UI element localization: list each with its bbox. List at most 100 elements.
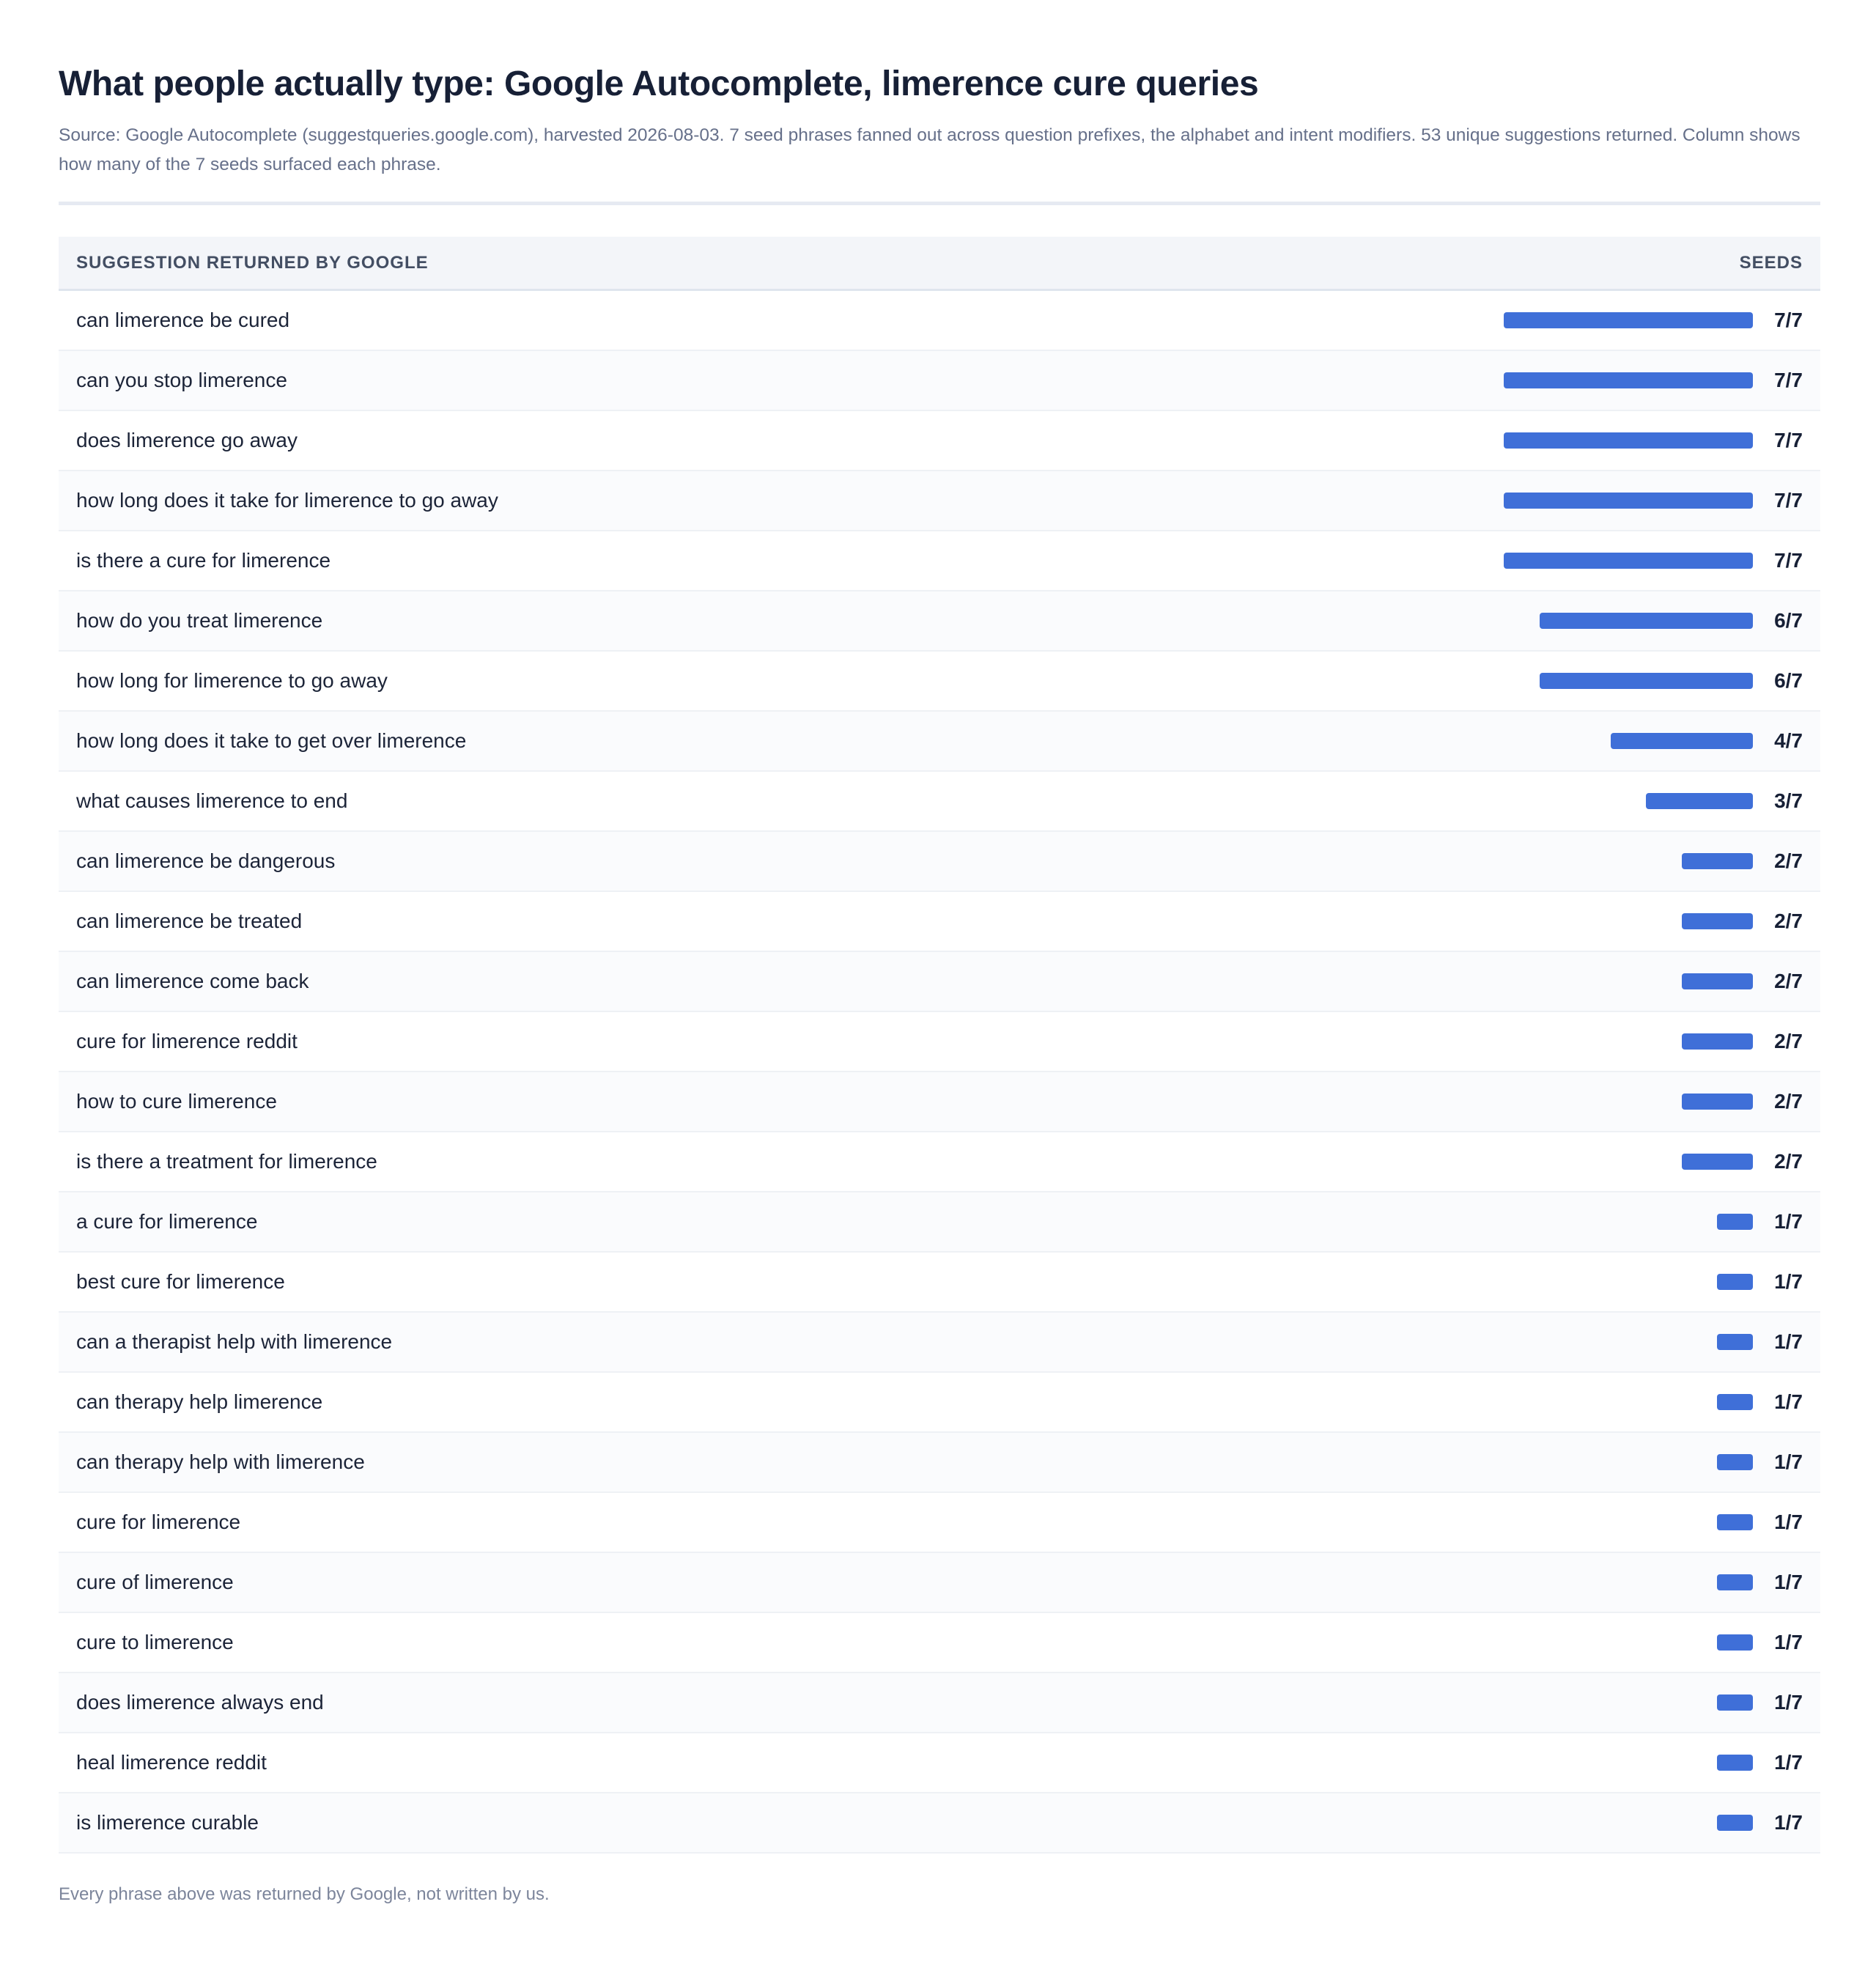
- table-row: cure for limerence reddit 2/7: [59, 1012, 1820, 1072]
- suggestion-text: can limerence come back: [76, 970, 309, 992]
- table-row: how to cure limerence 2/7: [59, 1072, 1820, 1132]
- seed-count-label: 1/7: [1774, 1811, 1803, 1834]
- seed-count-bar: [1540, 673, 1753, 689]
- seeds-cell: 1/7: [1717, 1270, 1803, 1294]
- seed-count-bar: [1611, 733, 1753, 749]
- suggestion-text: how long for limerence to go away: [76, 669, 388, 692]
- seeds-cell: 6/7: [1540, 609, 1803, 633]
- seed-count-bar: [1717, 1394, 1753, 1410]
- seed-count-bar: [1682, 973, 1753, 989]
- suggestion-text: how do you treat limerence: [76, 609, 323, 632]
- seed-count-bar: [1504, 493, 1753, 509]
- suggestion-text: does limerence go away: [76, 429, 298, 451]
- suggestion-text: heal limerence reddit: [76, 1751, 267, 1774]
- suggestion-text: how long does it take for limerence to g…: [76, 489, 498, 512]
- seed-count-label: 1/7: [1774, 1571, 1803, 1593]
- seed-count-bar: [1504, 312, 1753, 328]
- table-row: can limerence be treated 2/7: [59, 892, 1820, 952]
- suggestion-text: how long does it take to get over limere…: [76, 729, 467, 752]
- divider: [59, 202, 1820, 205]
- table-row: is there a cure for limerence 7/7: [59, 531, 1820, 591]
- seed-count-label: 7/7: [1774, 549, 1803, 572]
- seed-count-label: 1/7: [1774, 1691, 1803, 1714]
- seed-count-label: 1/7: [1774, 1450, 1803, 1473]
- page-title: What people actually type: Google Autoco…: [59, 64, 1259, 103]
- table-row: what causes limerence to end 3/7: [59, 772, 1820, 832]
- table-row: can you stop limerence 7/7: [59, 351, 1820, 411]
- seeds-cell: 1/7: [1717, 1811, 1803, 1834]
- seed-count-bar: [1717, 1514, 1753, 1530]
- suggestion-text: a cure for limerence: [76, 1210, 258, 1233]
- seed-count-label: 1/7: [1774, 1390, 1803, 1413]
- seed-count-label: 2/7: [1774, 910, 1803, 932]
- table-row: how long for limerence to go away 6/7: [59, 652, 1820, 712]
- table-row: can limerence be cured 7/7: [59, 291, 1820, 351]
- seed-count-bar: [1717, 1274, 1753, 1290]
- suggestion-text: can limerence be treated: [76, 910, 303, 932]
- table-row: how long does it take for limerence to g…: [59, 471, 1820, 531]
- seeds-cell: 7/7: [1504, 489, 1803, 512]
- suggestion-text: best cure for limerence: [76, 1270, 285, 1293]
- table-row: can therapy help with limerence 1/7: [59, 1433, 1820, 1493]
- seeds-cell: 2/7: [1682, 1030, 1803, 1053]
- seeds-cell: 7/7: [1504, 309, 1803, 332]
- column-header-seeds: SEEDS: [1739, 252, 1803, 273]
- suggestion-text: does limerence always end: [76, 1691, 324, 1714]
- seed-count-label: 4/7: [1774, 729, 1803, 752]
- suggestion-text: can limerence be dangerous: [76, 849, 336, 872]
- seeds-cell: 2/7: [1682, 849, 1803, 873]
- table-row: cure for limerence 1/7: [59, 1493, 1820, 1553]
- suggestion-text: how to cure limerence: [76, 1090, 277, 1113]
- seed-count-bar: [1717, 1214, 1753, 1230]
- suggestion-text: can therapy help limerence: [76, 1390, 323, 1413]
- seed-count-bar: [1646, 793, 1753, 809]
- seed-count-bar: [1540, 613, 1753, 629]
- seed-count-bar: [1682, 913, 1753, 929]
- seeds-cell: 7/7: [1504, 549, 1803, 572]
- table-row: a cure for limerence 1/7: [59, 1192, 1820, 1253]
- suggestion-text: can limerence be cured: [76, 309, 290, 331]
- seed-count-bar: [1504, 372, 1753, 388]
- page-subtitle: Source: Google Autocomplete (suggestquer…: [59, 125, 1801, 174]
- seed-count-label: 2/7: [1774, 970, 1803, 992]
- seeds-cell: 1/7: [1717, 1210, 1803, 1233]
- column-header-suggestion: SUGGESTION RETURNED BY GOOGLE: [76, 252, 429, 273]
- suggestion-text: what causes limerence to end: [76, 789, 348, 812]
- seed-count-bar: [1717, 1454, 1753, 1470]
- seed-count-label: 2/7: [1774, 1090, 1803, 1113]
- seed-count-bar: [1717, 1815, 1753, 1831]
- table-row: can limerence be dangerous 2/7: [59, 832, 1820, 892]
- table-row: cure to limerence 1/7: [59, 1613, 1820, 1673]
- table-row: can a therapist help with limerence 1/7: [59, 1313, 1820, 1373]
- suggestion-text: cure for limerence reddit: [76, 1030, 298, 1052]
- suggestion-text: cure to limerence: [76, 1631, 234, 1653]
- table-row: best cure for limerence 1/7: [59, 1253, 1820, 1313]
- seed-count-label: 6/7: [1774, 669, 1803, 692]
- suggestion-text: cure of limerence: [76, 1571, 234, 1593]
- seeds-cell: 7/7: [1504, 429, 1803, 452]
- table-row: cure of limerence 1/7: [59, 1553, 1820, 1613]
- footnote: Every phrase above was returned by Googl…: [59, 1884, 550, 1904]
- page: What people actually type: Google Autoco…: [59, 0, 1820, 1905]
- table-row: how long does it take to get over limere…: [59, 712, 1820, 772]
- seeds-cell: 2/7: [1682, 1090, 1803, 1113]
- seed-count-bar: [1682, 1154, 1753, 1170]
- seed-count-bar: [1682, 1033, 1753, 1050]
- seeds-cell: 1/7: [1717, 1571, 1803, 1594]
- seed-count-bar: [1504, 432, 1753, 449]
- seed-count-label: 1/7: [1774, 1210, 1803, 1233]
- seed-count-label: 7/7: [1774, 429, 1803, 451]
- table-row: does limerence go away 7/7: [59, 411, 1820, 471]
- seeds-cell: 3/7: [1646, 789, 1803, 813]
- suggestion-text: can you stop limerence: [76, 369, 287, 391]
- seed-count-bar: [1717, 1755, 1753, 1771]
- seeds-cell: 1/7: [1717, 1631, 1803, 1654]
- seeds-cell: 1/7: [1717, 1691, 1803, 1714]
- suggestion-text: cure for limerence: [76, 1511, 241, 1533]
- table-row: can therapy help limerence 1/7: [59, 1373, 1820, 1433]
- suggestion-text: can therapy help with limerence: [76, 1450, 365, 1473]
- seed-count-bar: [1717, 1334, 1753, 1350]
- table-header: SUGGESTION RETURNED BY GOOGLE SEEDS: [59, 237, 1820, 291]
- seed-count-label: 6/7: [1774, 609, 1803, 632]
- suggestion-text: is there a treatment for limerence: [76, 1150, 377, 1173]
